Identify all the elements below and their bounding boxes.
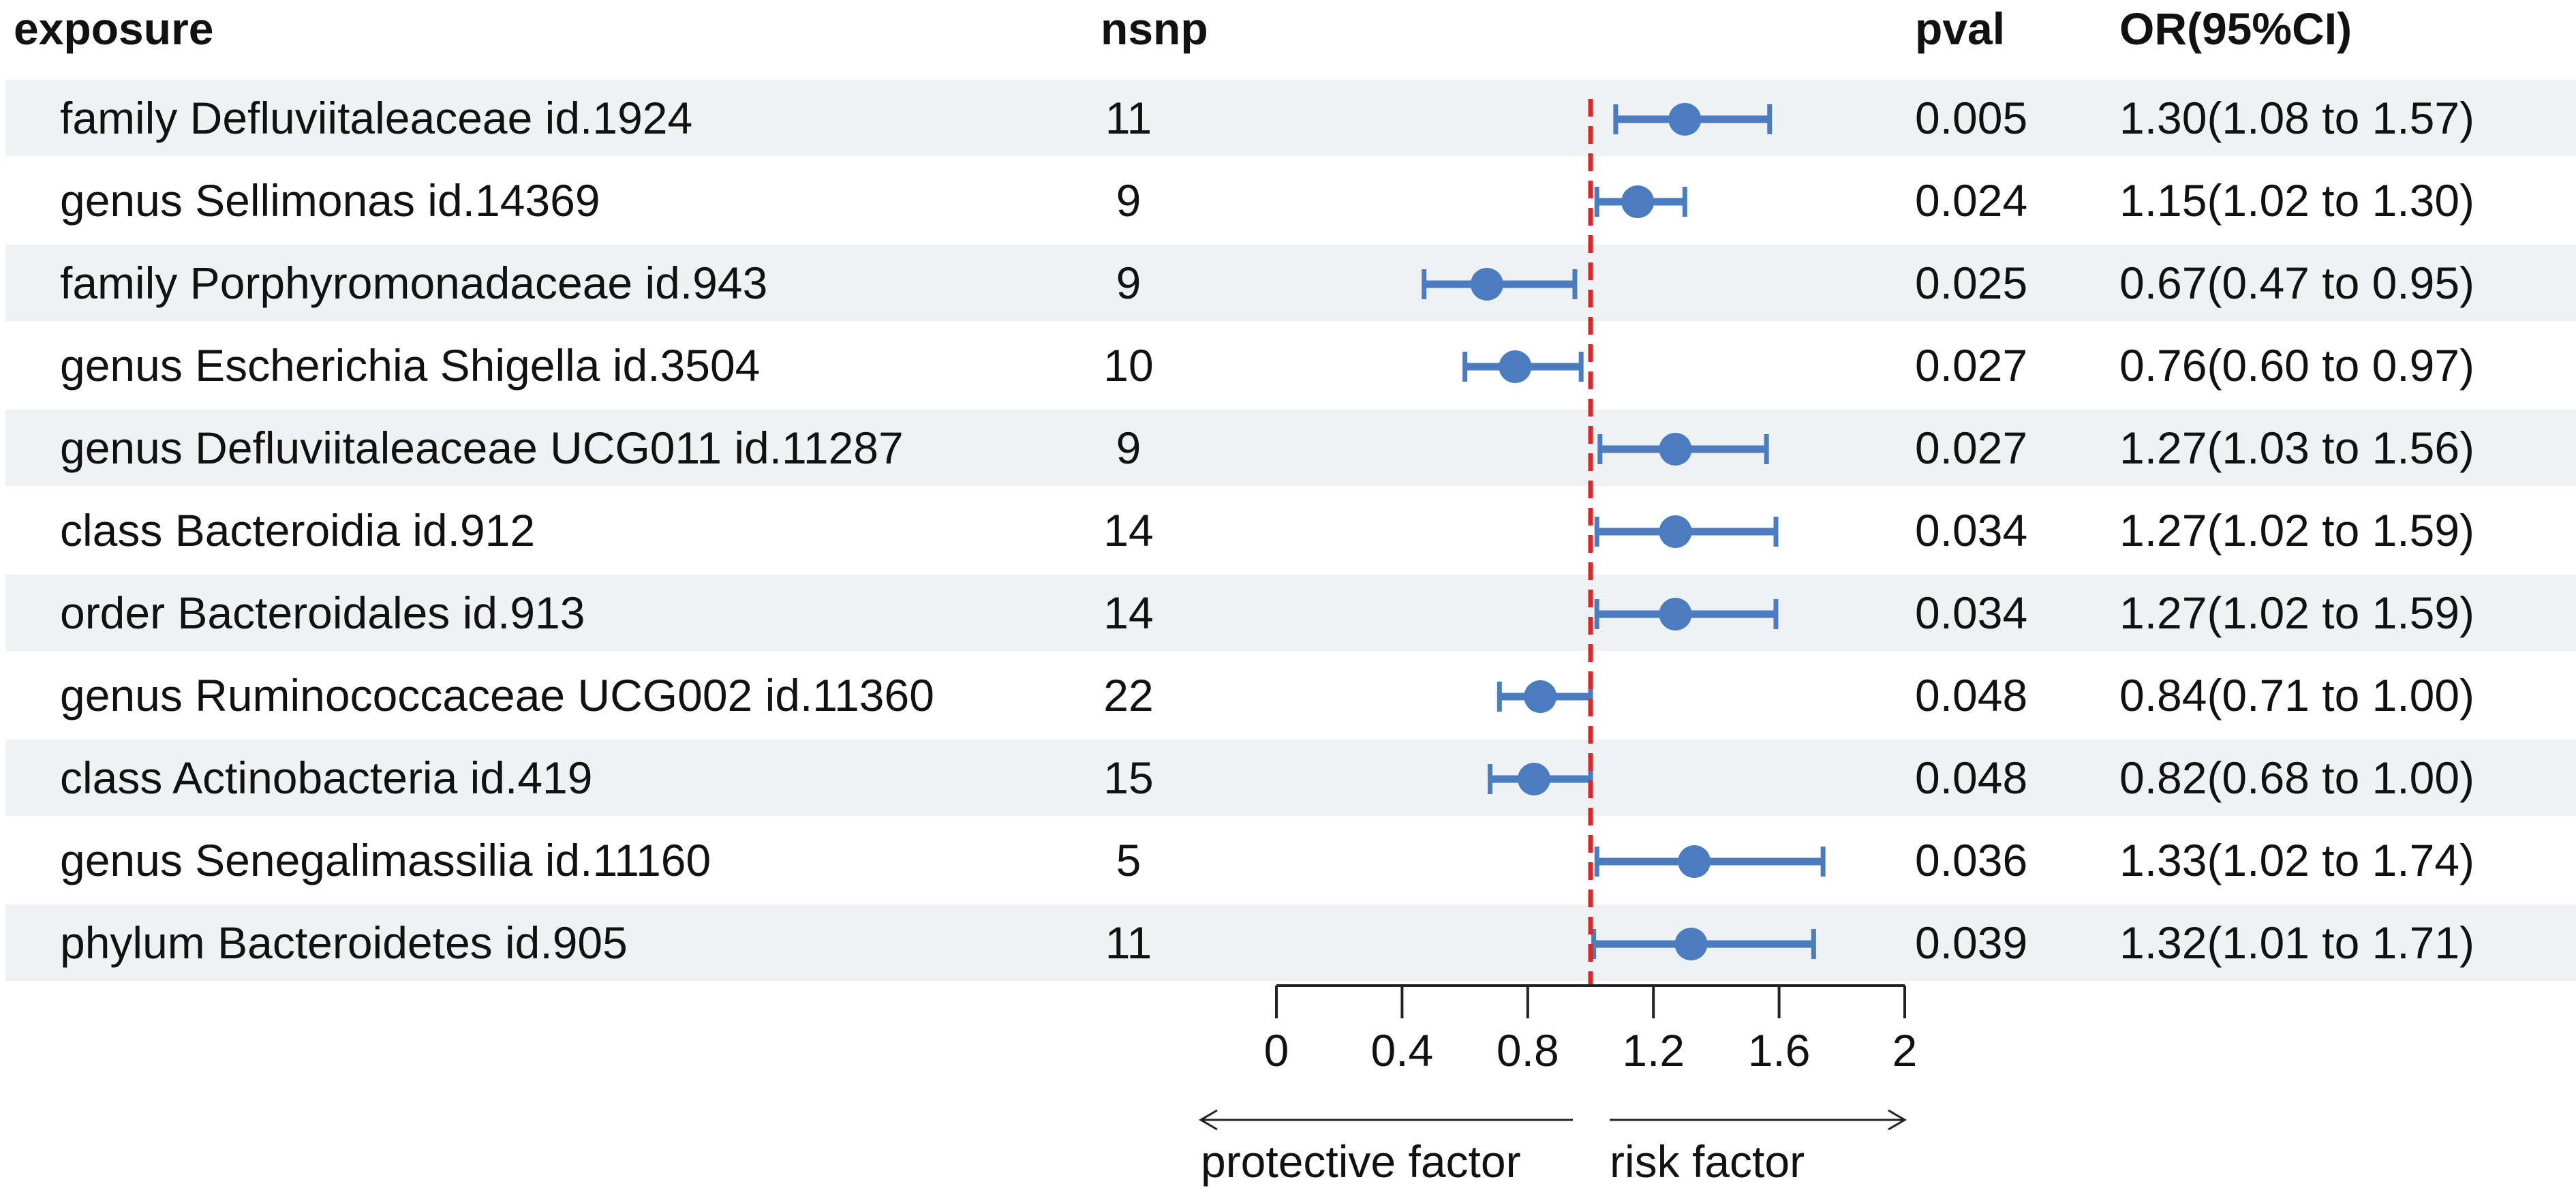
- exposure-cell: genus Senegalimassilia id.11160: [60, 835, 711, 885]
- exposure-cell: class Bacteroidia id.912: [60, 505, 536, 556]
- table-row: [5, 80, 2576, 156]
- or-point: [1668, 103, 1702, 136]
- or-ci-cell: 0.67(0.47 to 0.95): [2119, 258, 2475, 308]
- pval-cell: 0.036: [1915, 835, 2028, 885]
- header-pval: pval: [1915, 3, 2006, 54]
- table-row: [5, 904, 2576, 981]
- annotation-protective-factor: protective factor: [1201, 1136, 1521, 1187]
- or-ci-cell: 0.76(0.60 to 0.97): [2119, 340, 2475, 391]
- table-row: [5, 822, 2576, 898]
- exposure-cell: phylum Bacteroidetes id.905: [60, 917, 628, 968]
- pval-cell: 0.027: [1915, 340, 2028, 391]
- or-ci-cell: 1.33(1.02 to 1.74): [2119, 835, 2475, 885]
- or-ci-cell: 1.30(1.08 to 1.57): [2119, 93, 2475, 143]
- nsnp-cell: 22: [1103, 670, 1154, 720]
- x-tick-label: 1.6: [1748, 1025, 1811, 1076]
- pval-cell: 0.024: [1915, 175, 2028, 226]
- or-ci-cell: 1.27(1.02 to 1.59): [2119, 505, 2475, 556]
- table-row: [5, 575, 2576, 651]
- or-point: [1659, 433, 1692, 466]
- pval-cell: 0.005: [1915, 93, 2028, 143]
- table-row: [5, 740, 2576, 816]
- exposure-cell: family Defluviitaleaceae id.1924: [60, 93, 693, 143]
- or-ci-cell: 0.84(0.71 to 1.00): [2119, 670, 2475, 720]
- nsnp-cell: 15: [1103, 752, 1154, 803]
- risk-arrow-head: [1888, 1109, 1907, 1131]
- annotation-risk-factor: risk factor: [1610, 1136, 1805, 1187]
- pval-cell: 0.048: [1915, 670, 2028, 720]
- nsnp-cell: 14: [1103, 505, 1154, 556]
- exposure-cell: family Porphyromonadaceae id.943: [60, 258, 768, 308]
- nsnp-cell: 5: [1116, 835, 1141, 885]
- table-row: [5, 162, 2576, 239]
- x-tick-label: 0.4: [1371, 1025, 1434, 1076]
- nsnp-cell: 10: [1103, 340, 1154, 391]
- x-tick-label: 2: [1892, 1025, 1918, 1076]
- exposure-cell: class Actinobacteria id.419: [60, 752, 593, 803]
- exposure-cell: genus Sellimonas id.14369: [60, 175, 600, 226]
- or-point: [1524, 680, 1557, 713]
- exposure-cell: genus Escherichia Shigella id.3504: [60, 340, 761, 391]
- or-ci-cell: 0.82(0.68 to 1.00): [2119, 752, 2475, 803]
- or-ci-cell: 1.15(1.02 to 1.30): [2119, 175, 2475, 226]
- exposure-cell: genus Defluviitaleaceae UCG011 id.11287: [60, 423, 904, 473]
- or-point: [1678, 845, 1711, 878]
- header-nsnp: nsnp: [1101, 3, 1208, 54]
- or-point: [1659, 515, 1692, 548]
- pval-cell: 0.039: [1915, 917, 2028, 968]
- exposure-cell: order Bacteroidales id.913: [60, 588, 585, 638]
- or-ci-cell: 1.27(1.02 to 1.59): [2119, 588, 2475, 638]
- or-ci-cell: 1.32(1.01 to 1.71): [2119, 917, 2475, 968]
- or-point: [1470, 268, 1503, 301]
- or-point: [1674, 928, 1708, 960]
- table-row: [5, 657, 2576, 733]
- nsnp-cell: 11: [1105, 93, 1152, 143]
- protective-arrow-head: [1199, 1109, 1218, 1131]
- x-tick-label: 1.2: [1622, 1025, 1685, 1076]
- x-tick-label: 0: [1264, 1025, 1289, 1076]
- or-point: [1621, 185, 1655, 218]
- nsnp-cell: 11: [1105, 917, 1152, 968]
- or-point: [1659, 598, 1692, 630]
- exposure-cell: genus Ruminococcaceae UCG002 id.11360: [60, 670, 934, 720]
- header-or: OR(95%CI): [2119, 3, 2352, 54]
- nsnp-cell: 9: [1116, 175, 1141, 226]
- pval-cell: 0.034: [1915, 505, 2028, 556]
- header-exposure: exposure: [14, 3, 214, 54]
- nsnp-cell: 9: [1116, 423, 1141, 473]
- or-point: [1518, 763, 1551, 795]
- table-row: [5, 245, 2576, 321]
- table-row: [5, 410, 2576, 486]
- pval-cell: 0.048: [1915, 752, 2028, 803]
- pval-cell: 0.025: [1915, 258, 2028, 308]
- pval-cell: 0.034: [1915, 588, 2028, 638]
- table-row: [5, 327, 2576, 404]
- x-tick-label: 0.8: [1497, 1025, 1559, 1076]
- table-row: [5, 492, 2576, 568]
- pval-cell: 0.027: [1915, 423, 2028, 473]
- nsnp-cell: 9: [1116, 258, 1141, 308]
- nsnp-cell: 14: [1103, 588, 1154, 638]
- or-point: [1499, 350, 1532, 383]
- or-ci-cell: 1.27(1.03 to 1.56): [2119, 423, 2475, 473]
